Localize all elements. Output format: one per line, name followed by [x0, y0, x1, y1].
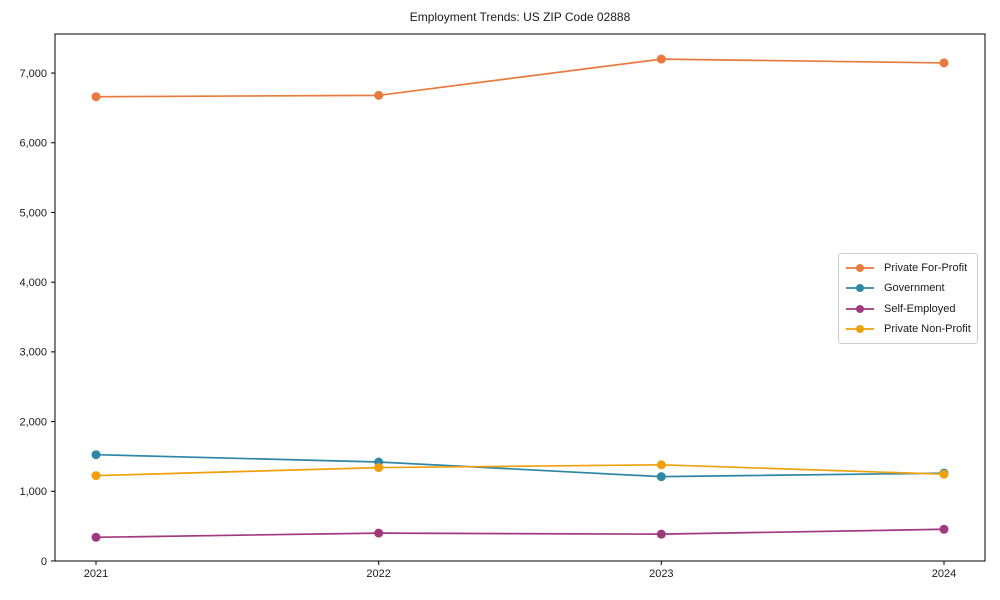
data-point-self-employed-2021 [91, 532, 101, 542]
legend-label: Private Non-Profit [884, 322, 971, 335]
legend-item-self-employed: Self-Employed [845, 303, 971, 315]
legend-marker-dot [856, 304, 864, 313]
y-axis-tick-label: 5,000 [19, 207, 47, 219]
y-axis-tick-label: 3,000 [19, 347, 47, 359]
data-point-government-2021 [91, 450, 101, 460]
y-axis-tick-label: 1,000 [19, 486, 47, 498]
series-line-self-employed [95, 528, 945, 539]
data-point-private-non-profit-2022 [374, 463, 384, 473]
legend-label: Government [884, 282, 945, 295]
chart-legend: Private For-Profit Government Self-Employe… [838, 253, 978, 344]
data-point-self-employed-2023 [656, 529, 666, 539]
y-axis-tick-label: 7,000 [19, 68, 47, 80]
data-point-private-non-profit-2023 [656, 460, 666, 470]
legend-label: Self-Employed [884, 302, 956, 315]
legend-marker-dot [856, 264, 864, 273]
data-point-self-employed-2024 [939, 524, 949, 534]
x-axis-tick-label: 2022 [366, 568, 390, 580]
data-point-self-employed-2022 [374, 528, 384, 538]
legend-marker-icon [846, 324, 874, 333]
x-axis-tick-label: 2023 [649, 568, 673, 580]
legend-item-private-non-profit: Private Non-Profit [845, 323, 971, 335]
plot-frame [54, 33, 986, 562]
series-line-government [95, 453, 945, 478]
y-axis-tick-label: 6,000 [19, 138, 47, 150]
legend-label: Private For-Profit [884, 262, 968, 275]
legend-marker-icon [846, 304, 874, 313]
y-axis-tick-label: 4,000 [19, 277, 47, 289]
legend-item-private-for-profit: Private For-Profit [845, 262, 971, 274]
series-line-private-non-profit [95, 463, 945, 477]
series-line-private-for-profit [95, 58, 945, 98]
y-axis-tick-label: 0 [41, 556, 47, 568]
y-axis-tick-label: 2,000 [19, 416, 47, 428]
data-point-private-non-profit-2024 [939, 469, 949, 479]
x-axis-tick-label: 2021 [84, 568, 108, 580]
legend-marker-dot [856, 324, 864, 333]
legend-marker-dot [856, 284, 864, 293]
data-point-private-for-profit-2022 [374, 90, 384, 100]
data-point-government-2023 [656, 472, 666, 482]
legend-item-government: Government [845, 282, 971, 294]
legend-marker-icon [846, 264, 874, 273]
data-point-private-for-profit-2021 [91, 92, 101, 102]
x-axis-tick-label: 2024 [932, 568, 956, 580]
legend-marker-icon [846, 284, 874, 293]
data-point-private-for-profit-2024 [939, 58, 949, 68]
data-point-private-non-profit-2021 [91, 471, 101, 481]
chart-title: Employment Trends: US ZIP Code 02888 [409, 10, 631, 24]
data-point-private-for-profit-2023 [656, 54, 666, 64]
